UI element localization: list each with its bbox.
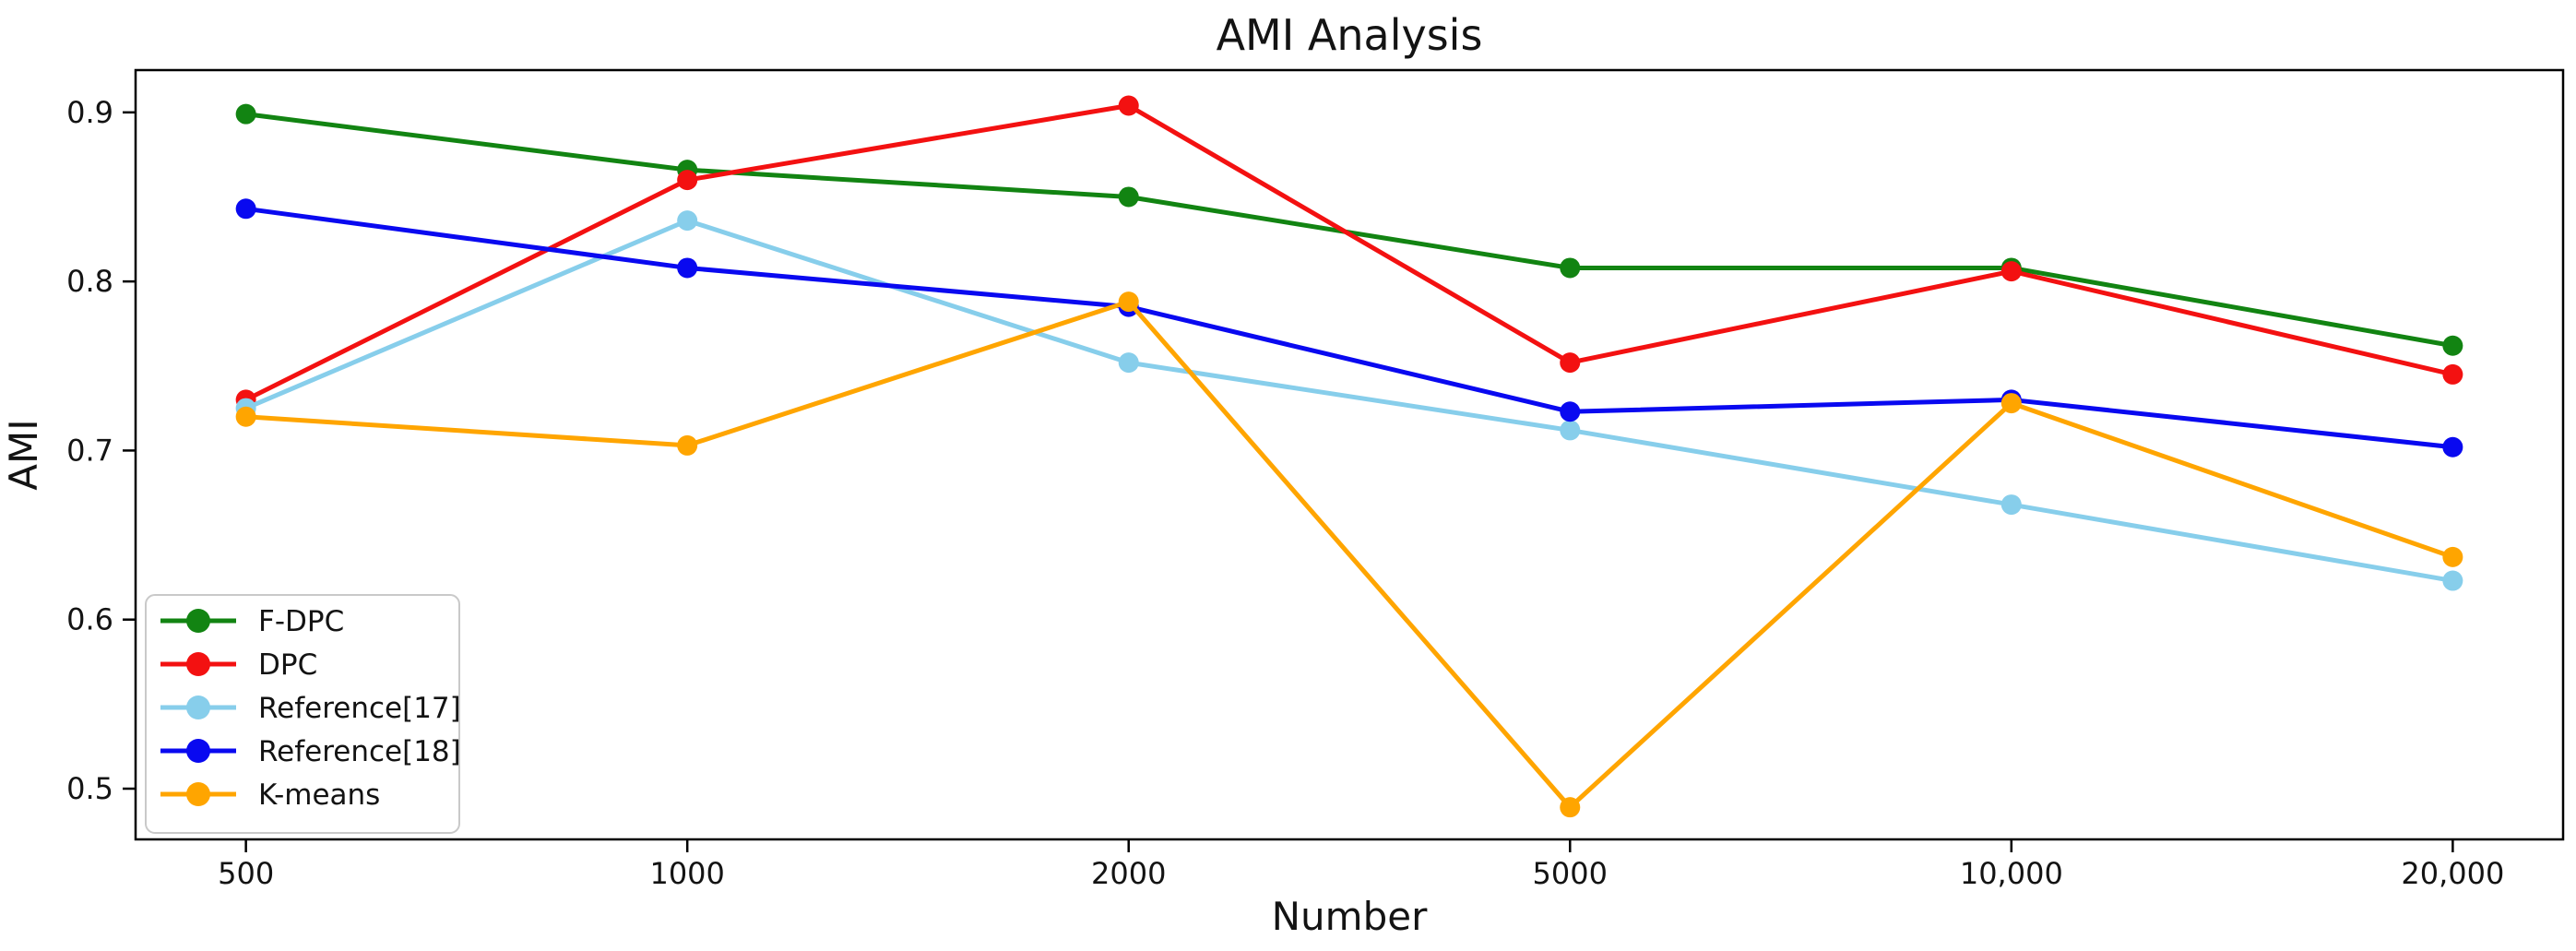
series-marker-DPC: [1560, 352, 1581, 374]
series-marker-K-means: [2442, 546, 2463, 567]
series-marker-K-means: [235, 406, 256, 427]
y-tick-label: 0.9: [66, 95, 113, 130]
series-marker-DPC: [1118, 95, 1139, 116]
series-marker-F-DPC: [235, 103, 256, 125]
series-marker-F-DPC: [1560, 257, 1581, 279]
series-marker-K-means: [1560, 797, 1581, 818]
series-marker-Reference[18]: [677, 257, 698, 279]
legend-item-label: K-means: [258, 779, 380, 812]
y-tick-label: 0.7: [66, 433, 113, 468]
x-tick-label: 1000: [649, 856, 724, 891]
series-line-Reference[18]: [243, 206, 2455, 450]
plot-area: 0.5 0.6 0.7 0.8 0.9 500 1000 2000 5000 10,000 20,0…: [66, 68, 2565, 891]
y-tick-label: 0.8: [66, 264, 113, 299]
series-line-DPC: [243, 102, 2455, 402]
legend-marker: [186, 739, 210, 763]
series-marker-K-means: [2000, 393, 2022, 414]
series-line-Reference[17]: [243, 218, 2455, 584]
series-marker-F-DPC: [2442, 335, 2463, 356]
x-tick-label: 10,000: [1960, 856, 2063, 891]
x-axis-label: Number: [1272, 894, 1428, 939]
series-marker-F-DPC: [1118, 186, 1139, 208]
legend-marker: [186, 695, 210, 719]
y-axis-label: AMI: [1, 419, 46, 490]
series-line-K-means: [243, 299, 2455, 810]
series-marker-Reference[18]: [2442, 436, 2463, 458]
y-tick-label: 0.6: [66, 602, 113, 637]
series-marker-Reference[17]: [1560, 420, 1581, 441]
series-marker-DPC: [2000, 261, 2022, 282]
x-tick-label: 500: [218, 856, 274, 891]
series-marker-Reference[17]: [677, 210, 698, 232]
y-tick-label: 0.5: [66, 771, 113, 806]
series-line-F-DPC: [243, 112, 2455, 349]
legend-box: [145, 594, 460, 834]
series-marker-Reference[17]: [1118, 352, 1139, 374]
x-tick-label: 2000: [1091, 856, 1166, 891]
series-marker-DPC: [2442, 363, 2463, 385]
legend-marker: [186, 652, 210, 676]
series-marker-Reference[18]: [235, 198, 256, 220]
axes-box: [134, 68, 2565, 841]
series-marker-K-means: [1118, 291, 1139, 313]
legend-item-label: Reference[18]: [258, 735, 461, 768]
series-marker-Reference[17]: [2000, 494, 2022, 516]
legend-item-label: DPC: [258, 648, 317, 682]
series-marker-Reference[17]: [2442, 570, 2463, 591]
legend-item-label: F-DPC: [258, 605, 344, 638]
series-marker-K-means: [677, 434, 698, 456]
legend-marker: [186, 609, 210, 633]
legend-item-label: Reference[17]: [258, 692, 461, 725]
x-tick-label: 5000: [1533, 856, 1608, 891]
series-marker-Reference[18]: [1560, 401, 1581, 422]
x-tick-label: 20,000: [2401, 856, 2504, 891]
series-marker-DPC: [677, 170, 698, 191]
chart-title: AMI Analysis: [1217, 10, 1483, 60]
legend-marker: [186, 782, 210, 806]
